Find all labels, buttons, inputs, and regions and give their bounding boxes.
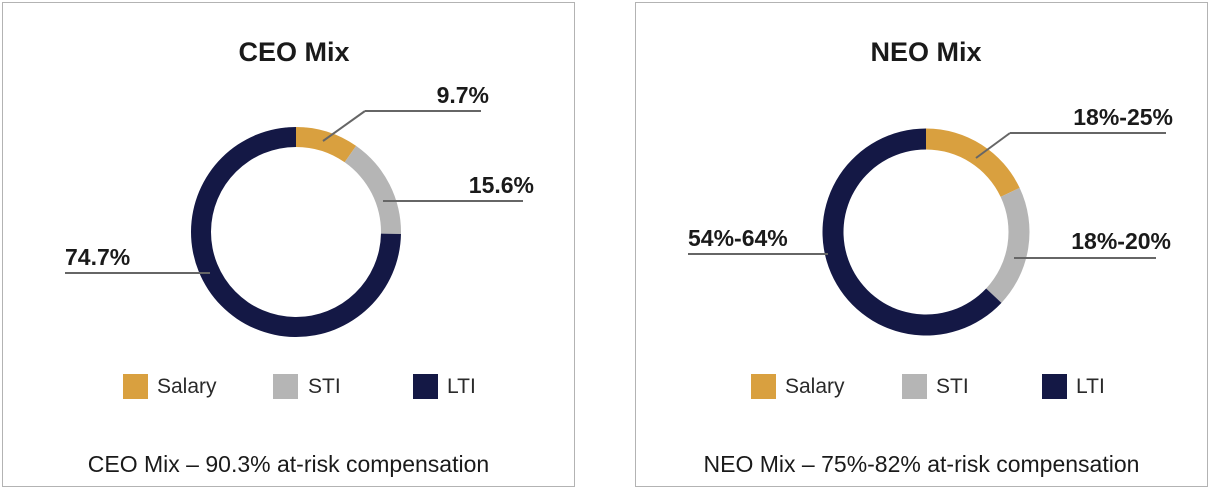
neo-slice-sti (986, 187, 1030, 303)
neo-donut (822, 128, 1030, 336)
neo-salary-leader (975, 132, 1011, 159)
ceo-label-lti: 74.7% (65, 244, 130, 270)
neo-label-sti: 18%-20% (1071, 228, 1171, 254)
neo-slice-salary (926, 128, 1020, 197)
ceo-chart-svg: CEO Mix 9.7% 15.6% 74.7% Salary STI LTI (65, 37, 534, 399)
neo-legend-sti-swatch (902, 374, 927, 399)
neo-label-lti: 54%-64% (688, 225, 788, 251)
neo-legend-lti: LTI (1076, 375, 1105, 398)
neo-chart-svg: NEO Mix 18%-25% 18%-20% 54%-64% Salary S… (688, 37, 1173, 399)
neo-legend: Salary STI LTI (751, 374, 1105, 399)
ceo-legend: Salary STI LTI (123, 374, 476, 399)
ceo-legend-lti-swatch (413, 374, 438, 399)
ceo-slice-salary (296, 127, 357, 163)
ceo-legend-lti: LTI (447, 375, 476, 398)
ceo-chart-title: CEO Mix (238, 37, 349, 67)
neo-legend-lti-swatch (1042, 374, 1067, 399)
neo-slice-lti (822, 128, 1002, 336)
neo-mix-panel: NEO Mix 18%-25% 18%-20% 54%-64% Salary S… (635, 2, 1208, 487)
ceo-slice-sti (344, 145, 401, 234)
ceo-donut (191, 127, 401, 337)
ceo-legend-salary: Salary (157, 375, 217, 398)
neo-caption: NEO Mix – 75%-82% at-risk compensation (703, 451, 1140, 477)
neo-label-salary: 18%-25% (1073, 104, 1173, 130)
neo-legend-salary-swatch (751, 374, 776, 399)
ceo-salary-leader (322, 110, 366, 142)
ceo-caption: CEO Mix – 90.3% at-risk compensation (87, 451, 490, 477)
neo-legend-sti: STI (936, 375, 969, 398)
neo-legend-salary: Salary (785, 375, 845, 398)
ceo-legend-sti-swatch (273, 374, 298, 399)
ceo-legend-sti: STI (308, 375, 341, 398)
ceo-label-salary: 9.7% (437, 82, 489, 108)
ceo-label-sti: 15.6% (469, 172, 534, 198)
neo-chart-title: NEO Mix (870, 37, 981, 67)
ceo-mix-panel: CEO Mix 9.7% 15.6% 74.7% Salary STI LTI … (2, 2, 575, 487)
ceo-legend-salary-swatch (123, 374, 148, 399)
